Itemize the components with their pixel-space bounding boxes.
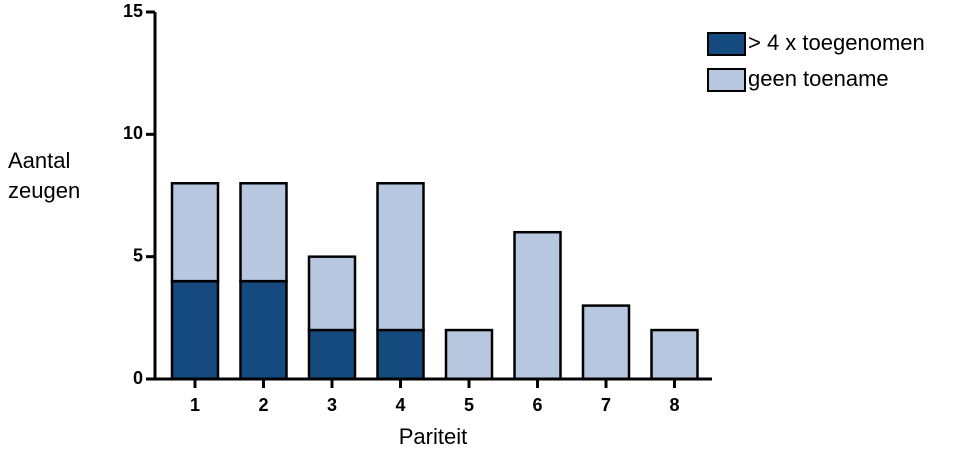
y-tick-label: 15 [123, 1, 143, 21]
bar-segment [376, 328, 425, 381]
bar-segment [170, 182, 220, 283]
legend-swatch [707, 32, 746, 56]
x-tick-label: 7 [601, 395, 611, 415]
x-axis-label: Pariteit [399, 424, 467, 449]
bar-segment [239, 182, 288, 283]
bar-segment [170, 279, 220, 381]
y-tick-label: 5 [133, 245, 143, 265]
legend-label: > 4 x toegenomen [748, 30, 925, 55]
bar-segment [239, 279, 288, 381]
x-tick-label: 2 [258, 395, 268, 415]
x-tick-label: 4 [395, 395, 405, 415]
y-tick-label: 10 [123, 123, 143, 143]
x-tick-label: 5 [464, 395, 474, 415]
y-tick-label: 0 [133, 368, 143, 388]
bar-segment [650, 328, 699, 381]
x-tick-label: 1 [190, 395, 200, 415]
bar-segment [307, 328, 357, 381]
bar-segment [513, 230, 562, 381]
x-tick-label: 3 [327, 395, 337, 415]
y-axis-label: Aantal zeugen [8, 148, 81, 203]
x-tick-label: 6 [532, 395, 542, 415]
legend-swatch [707, 68, 746, 92]
x-tick-label: 8 [669, 395, 679, 415]
legend-label: geen toename [748, 66, 889, 91]
bar-segment [307, 255, 357, 332]
bar-segment [581, 304, 631, 381]
bar-segment [444, 328, 494, 381]
bar-segment [376, 182, 425, 332]
